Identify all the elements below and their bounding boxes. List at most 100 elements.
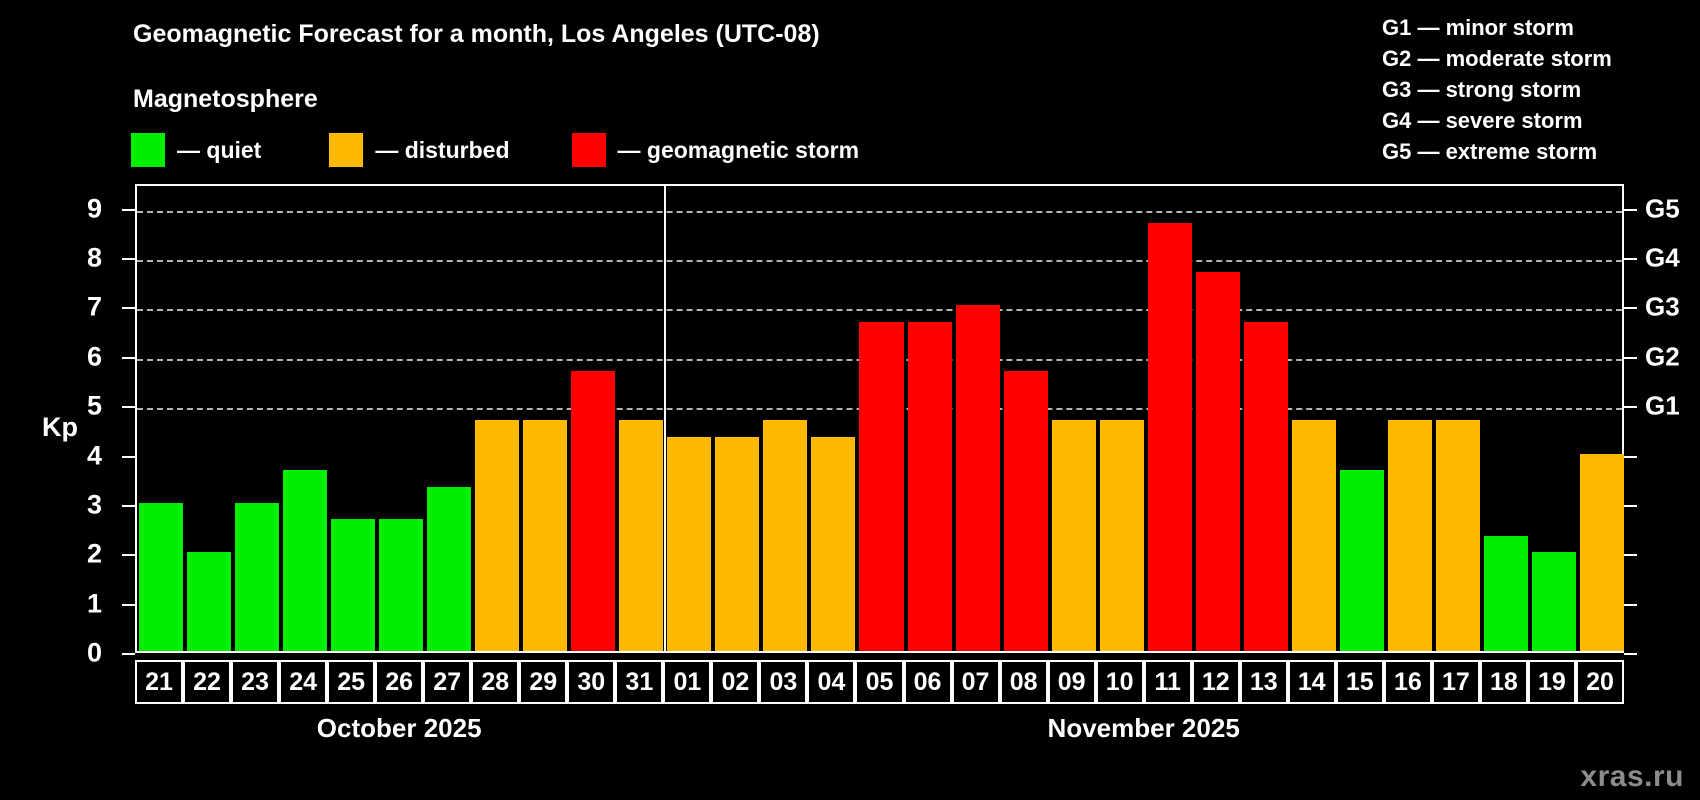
day-label-20[interactable]: 20 [1575,660,1624,704]
y-tick-label-3: 3 [86,489,102,520]
bar-25[interactable] [331,519,376,651]
day-label-05[interactable]: 05 [855,660,904,704]
bar-29[interactable] [523,420,568,651]
g-legend-line-4: G4 — severe storm [1382,108,1583,133]
x-axis-day-labels: 21 22 23 24 25 26 27 28 29 30 31 01 02 03 04 05 06 07 08 09… [135,660,1624,704]
day-label-04[interactable]: 04 [807,660,856,704]
bar-11[interactable] [1147,222,1192,651]
bar-22[interactable] [187,552,232,651]
day-label-19[interactable]: 19 [1527,660,1576,704]
day-label-11[interactable]: 11 [1143,660,1192,704]
bar-26[interactable] [379,519,424,651]
g-legend-line-2: G2 — moderate storm [1382,46,1612,71]
day-label-30[interactable]: 30 [567,660,616,704]
watermark: xras.ru [1580,760,1684,793]
bar-06[interactable] [907,321,952,651]
day-label-16[interactable]: 16 [1383,660,1432,704]
bar-20[interactable] [1579,453,1624,651]
bar-21[interactable] [139,502,184,651]
page-title: Geomagnetic Forecast for a month, Los An… [133,20,820,48]
bar-30[interactable] [571,371,616,651]
day-label-14[interactable]: 14 [1287,660,1336,704]
bar-08[interactable] [1003,371,1048,651]
bar-23[interactable] [235,502,280,651]
bar-09[interactable] [1051,420,1096,651]
color-legend: — quiet — disturbed — geomagnetic storm [131,133,859,167]
g-scale-legend: G1 — minor storm G2 — moderate storm G3 — … [1382,12,1682,167]
bar-16[interactable] [1387,420,1432,651]
day-label-26[interactable]: 26 [375,660,424,704]
y-tick-label-0: 0 [86,637,102,668]
day-label-24[interactable]: 24 [279,660,328,704]
bar-04[interactable] [811,437,856,651]
legend-label-storm: — geomagnetic storm [617,136,860,163]
y-tick-label-6: 6 [86,341,102,372]
bar-13[interactable] [1243,321,1288,651]
y-tick-label-5: 5 [86,390,102,421]
bar-10[interactable] [1099,420,1144,651]
y-tick-mark-8 [122,258,135,261]
bar-02[interactable] [715,437,760,651]
y-tick-mark-7 [122,307,135,310]
y-tick-mark-2 [122,554,135,557]
g-tick-mark-G1 [1624,406,1637,409]
bar-28[interactable] [475,420,520,651]
g-tick-mark-G2 [1624,356,1637,359]
g-tick-mark-G5 [1624,208,1637,211]
bar-31[interactable] [619,420,664,651]
day-label-27[interactable]: 27 [423,660,472,704]
day-label-28[interactable]: 28 [471,660,520,704]
day-label-10[interactable]: 10 [1095,660,1144,704]
day-label-17[interactable]: 17 [1431,660,1480,704]
legend-entry-disturbed: — disturbed [329,133,510,167]
g-tick-label-G5: G5 [1645,193,1680,224]
right-axis-minor-tick-kp-3 [1624,504,1637,507]
day-label-18[interactable]: 18 [1479,660,1528,704]
g-tick-label-G1: G1 [1645,390,1680,421]
day-label-23[interactable]: 23 [231,660,280,704]
g-tick-label-G2: G2 [1645,341,1680,372]
plot-inner [137,186,1624,651]
day-label-12[interactable]: 12 [1191,660,1240,704]
day-label-31[interactable]: 31 [615,660,664,704]
y-tick-mark-6 [122,356,135,359]
y-axis-title: Kp [42,412,78,442]
y-tick-mark-0 [122,653,135,655]
g-legend-line-1: G1 — minor storm [1382,15,1574,40]
legend-swatch-storm [571,133,606,167]
bar-15[interactable] [1339,469,1384,651]
day-label-02[interactable]: 02 [711,660,760,704]
bar-14[interactable] [1291,420,1336,651]
legend-label-quiet: — quiet [177,136,262,163]
bar-27[interactable] [427,486,472,651]
y-tick-mark-3 [122,504,135,507]
day-label-21[interactable]: 21 [135,660,184,704]
day-label-09[interactable]: 09 [1047,660,1096,704]
right-axis-minor-tick-kp-1 [1624,603,1637,606]
y-tick-label-1: 1 [86,588,102,619]
bar-07[interactable] [955,305,1000,651]
day-label-25[interactable]: 25 [327,660,376,704]
day-label-22[interactable]: 22 [183,660,232,704]
day-label-07[interactable]: 07 [951,660,1000,704]
g-tick-mark-G4 [1624,258,1637,261]
bar-03[interactable] [763,420,808,651]
bar-17[interactable] [1435,420,1480,651]
day-label-29[interactable]: 29 [519,660,568,704]
gridline-kp-8 [137,260,1622,263]
bar-05[interactable] [859,321,904,651]
day-label-15[interactable]: 15 [1335,660,1384,704]
day-label-08[interactable]: 08 [999,660,1048,704]
day-label-01[interactable]: 01 [663,660,712,704]
bar-12[interactable] [1195,272,1240,651]
bar-24[interactable] [283,469,328,651]
legend-swatch-quiet [131,133,165,167]
day-label-03[interactable]: 03 [759,660,808,704]
legend-swatch-disturbed [329,133,364,167]
day-label-13[interactable]: 13 [1239,660,1288,704]
bar-01[interactable] [667,437,712,651]
y-tick-label-8: 8 [86,242,102,273]
day-label-06[interactable]: 06 [903,660,952,704]
bar-18[interactable] [1483,535,1528,651]
bar-19[interactable] [1531,552,1576,651]
